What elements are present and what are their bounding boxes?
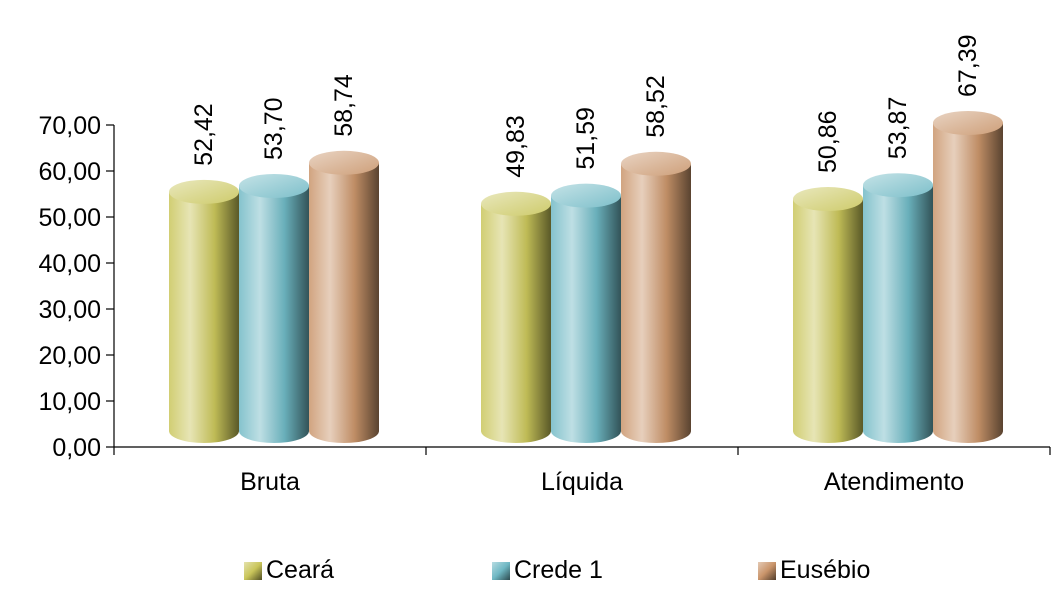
- bar-top: [621, 151, 691, 176]
- y-tick-label: 0,00: [52, 434, 101, 462]
- x-tick-label: Bruta: [240, 468, 300, 496]
- y-axis: 0,00 10,00 20,00 30,00 40,00 50,00 60,00 70,00: [38, 112, 115, 462]
- data-label: 50,86: [814, 110, 842, 173]
- legend-label: Ceará: [266, 556, 335, 584]
- bar-top: [239, 173, 309, 198]
- bar: [933, 111, 1003, 444]
- legend-label: Crede 1: [514, 556, 603, 584]
- bar: [169, 179, 239, 443]
- bar-body: [793, 199, 863, 443]
- bar-top: [481, 191, 551, 216]
- bar-top: [793, 187, 863, 212]
- bar-top: [933, 111, 1003, 136]
- data-label: 51,59: [572, 107, 600, 170]
- y-tick-label: 20,00: [38, 342, 101, 370]
- bar-top: [863, 173, 933, 198]
- bar: [481, 191, 551, 443]
- legend-swatch: [492, 561, 510, 580]
- data-label: 58,74: [330, 74, 358, 137]
- legend-item: Crede 1: [492, 556, 603, 585]
- bar-body: [621, 163, 691, 444]
- bar-top: [169, 179, 239, 204]
- y-tick-label: 10,00: [38, 388, 101, 416]
- data-labels: 52,42 53,70 58,74 49,83 51,59 58,52 50,86 53,87…: [190, 34, 982, 177]
- bar-body: [481, 203, 551, 443]
- bar: [863, 173, 933, 443]
- y-tick-label: 70,00: [38, 112, 101, 140]
- bar-body: [309, 162, 379, 443]
- bar-body: [239, 185, 309, 444]
- legend-label: Eusébio: [780, 556, 871, 584]
- bar-top: [309, 150, 379, 175]
- data-label: 58,52: [642, 75, 670, 138]
- x-tick-label: Atendimento: [824, 468, 964, 496]
- bar-body: [863, 185, 933, 443]
- y-tick-label: 60,00: [38, 158, 101, 186]
- x-tick-label: Líquida: [541, 468, 623, 496]
- data-label: 53,70: [260, 97, 288, 160]
- data-label: 52,42: [190, 103, 218, 166]
- bar-body: [933, 123, 1003, 444]
- y-tick-label: 40,00: [38, 250, 101, 278]
- bar-top: [551, 183, 621, 208]
- y-tick-label: 50,00: [38, 204, 101, 232]
- legend-swatch: [244, 561, 262, 580]
- bar-body: [551, 195, 621, 443]
- bar: [551, 183, 621, 443]
- x-axis: Bruta Líquida Atendimento: [113, 446, 1051, 496]
- legend: Ceará Crede 1 Eusébio: [0, 556, 1052, 590]
- bar-chart: 0,0010,0020,0030,0040,0050,0060,0070,00 …: [38, 34, 1051, 496]
- bar-body: [169, 191, 239, 443]
- bar: [239, 173, 309, 444]
- bar: [309, 150, 379, 443]
- bar: [621, 151, 691, 444]
- data-label: 49,83: [502, 115, 530, 178]
- bar: [793, 187, 863, 443]
- legend-swatch: [758, 561, 776, 580]
- data-label: 67,39: [954, 34, 982, 97]
- data-label: 53,87: [884, 97, 912, 160]
- legend-item: Eusébio: [758, 556, 870, 585]
- y-tick-label: 30,00: [38, 296, 101, 324]
- legend-item: Ceará: [244, 556, 334, 585]
- bars: [169, 111, 1003, 444]
